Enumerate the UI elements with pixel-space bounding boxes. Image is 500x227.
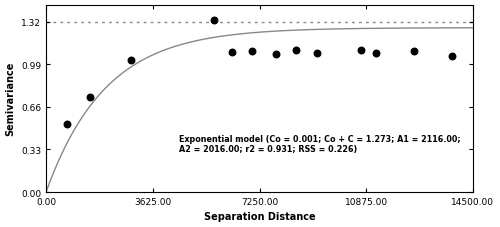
Point: [228, 51, 235, 54]
Point: [272, 53, 280, 57]
Point: [313, 52, 321, 55]
Text: Exponential model (Co = 0.001; Co + C = 1.273; A1 = 2116.00;
A2 = 2016.00; r2 = : Exponential model (Co = 0.001; Co + C = …: [178, 134, 460, 154]
Point: [372, 52, 380, 56]
Point: [292, 49, 300, 53]
Point: [62, 122, 70, 126]
Point: [210, 19, 218, 22]
Point: [357, 49, 365, 53]
Point: [86, 96, 94, 99]
Y-axis label: Semivariance: Semivariance: [6, 62, 16, 136]
Point: [410, 50, 418, 54]
Point: [448, 55, 456, 58]
Point: [128, 59, 136, 62]
X-axis label: Separation Distance: Separation Distance: [204, 212, 316, 222]
Point: [248, 50, 256, 54]
